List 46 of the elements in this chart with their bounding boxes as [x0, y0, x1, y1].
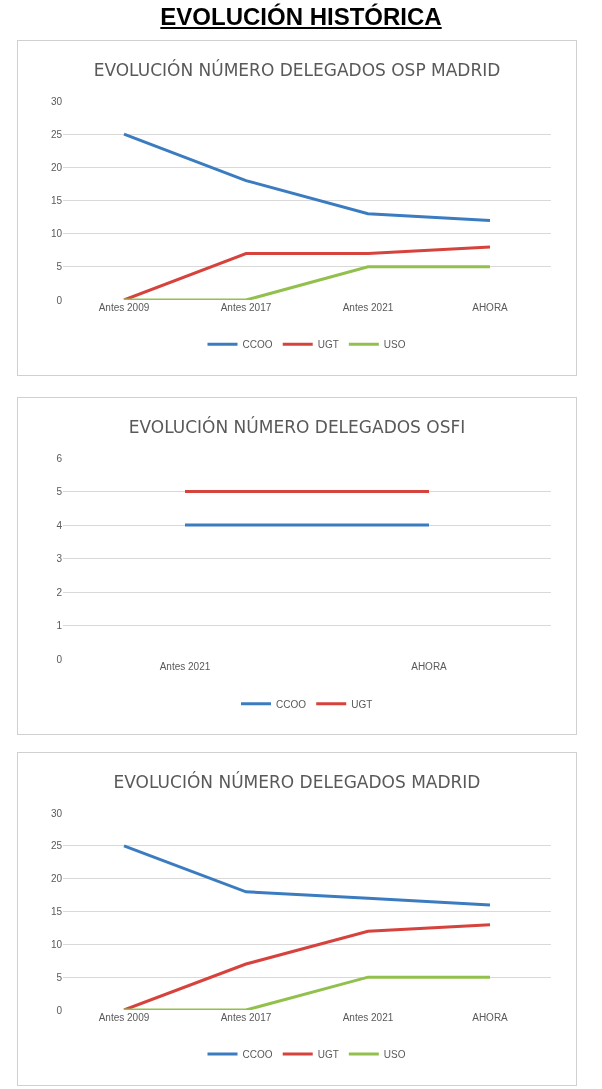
y-tick-label: 15	[50, 195, 63, 206]
line-series	[122, 844, 492, 907]
x-tick-label: Antes 2009	[98, 302, 150, 313]
x-tick-label: Antes 2009	[98, 1012, 150, 1023]
chart-title: EVOLUCIÓN NÚMERO DELEGADOS OSFI	[128, 416, 466, 438]
y-tick-label: 0	[56, 653, 63, 665]
y-tick-label: 30	[50, 95, 63, 107]
x-tick-label: AHORA	[472, 302, 509, 313]
text: EVOLUCIÓN HISTÓRICA	[159, 2, 443, 32]
x-tick-label: Antes 2021	[342, 302, 394, 313]
y-tick-label: 25	[50, 840, 63, 852]
y-tick-label: 25	[50, 128, 63, 140]
y-tick-label: 4	[56, 519, 63, 531]
y-tick-label: 20	[50, 161, 63, 173]
x-tick-label: Antes 2021	[159, 661, 211, 672]
legend-label: USO	[383, 339, 406, 351]
y-tick-label: 5	[56, 486, 63, 497]
legend-label: CCOO	[242, 1048, 273, 1060]
chart-title: EVOLUCIÓN NÚMERO DELEGADOS OSP MADRID	[93, 59, 501, 81]
y-tick-label: 6	[56, 452, 63, 464]
legend-label: UGT	[351, 698, 373, 710]
legend-label: CCOO	[276, 698, 307, 710]
y-tick-label: 10	[50, 228, 63, 240]
x-tick-label: AHORA	[411, 661, 448, 672]
line-series	[122, 923, 492, 1010]
x-tick-label: Antes 2021	[342, 1012, 394, 1023]
legend-label: UGT	[317, 339, 339, 351]
y-tick-label: 5	[56, 261, 63, 273]
y-tick-label: 30	[50, 807, 63, 819]
y-tick-label: 10	[50, 938, 63, 950]
y-tick-label: 1	[56, 620, 63, 631]
y-tick-label: 3	[56, 553, 63, 564]
x-tick-label: Antes 2017	[220, 1012, 272, 1023]
y-tick-label: 0	[56, 294, 63, 306]
y-tick-label: 5	[56, 971, 63, 983]
legend-label: CCOO	[242, 339, 273, 351]
y-tick-label: 2	[56, 586, 63, 598]
x-tick-label: AHORA	[472, 1012, 509, 1023]
line-series	[122, 132, 492, 222]
y-tick-label: 0	[56, 1004, 63, 1016]
y-tick-label: 20	[50, 873, 63, 885]
chart-title: EVOLUCIÓN NÚMERO DELEGADOS MADRID	[113, 771, 481, 793]
y-tick-label: 15	[50, 906, 63, 917]
x-tick-label: Antes 2017	[220, 302, 272, 313]
legend-label: USO	[383, 1048, 406, 1060]
legend-label: UGT	[317, 1048, 339, 1060]
